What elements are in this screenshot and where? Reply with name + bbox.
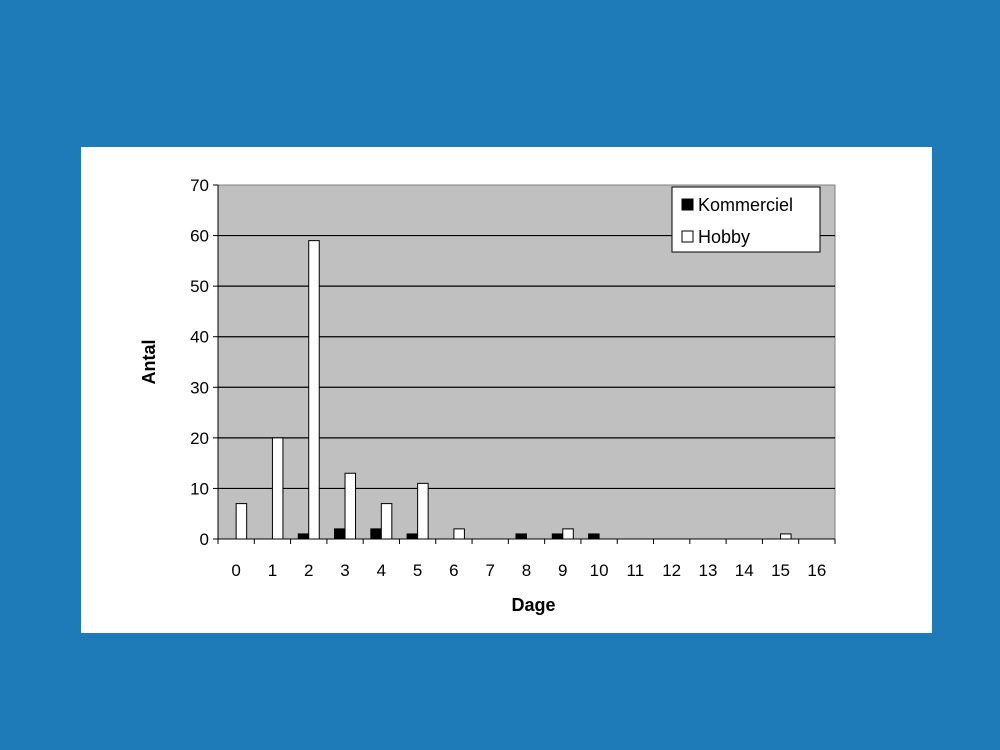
y-tick-label: 0: [200, 530, 209, 549]
x-tick-label: 13: [699, 561, 718, 580]
bar-hobby: [562, 528, 574, 540]
legend-swatch-hobby: [681, 230, 694, 243]
bar-hobby: [417, 482, 429, 540]
x-tick-label: 14: [735, 561, 754, 580]
bar-hobby: [235, 503, 248, 540]
bar-hobby: [453, 528, 465, 540]
y-tick-label: 20: [190, 429, 209, 448]
bar-kommerciel: [334, 528, 346, 540]
bar-hobby: [380, 503, 393, 540]
x-tick-label: 3: [340, 561, 349, 580]
y-tick-label: 70: [190, 176, 209, 195]
bar-kommerciel: [406, 533, 419, 540]
y-tick-label: 40: [190, 328, 209, 347]
y-tick-label: 30: [190, 378, 209, 397]
x-tick-label: 10: [590, 561, 609, 580]
x-tick-label: 1: [268, 561, 277, 580]
bar-kommerciel: [515, 533, 527, 540]
bar-hobby: [344, 472, 357, 540]
x-tick-label: 16: [807, 561, 826, 580]
legend-label-hobby: Hobby: [698, 227, 750, 247]
x-tick-label: 12: [662, 561, 681, 580]
legend: Kommerciel Hobby: [671, 186, 821, 253]
bars: [235, 240, 792, 540]
x-tick-label: 6: [449, 561, 458, 580]
y-tick-label: 60: [190, 227, 209, 246]
x-axis-title: Dage: [511, 595, 555, 615]
legend-swatch-kommerciel: [681, 198, 694, 211]
bar-hobby: [271, 437, 284, 540]
x-tick-label: 5: [413, 561, 422, 580]
bar-kommerciel: [370, 528, 382, 540]
x-tick-label: 4: [377, 561, 386, 580]
y-tick-labels: 0 10 20 30 40 50 60 70: [190, 176, 209, 549]
bar-hobby: [780, 533, 792, 540]
y-axis-title: Antal: [139, 340, 159, 385]
x-tick-label: 11: [627, 561, 645, 580]
x-tick-label: 15: [771, 561, 790, 580]
x-tick-labels: 0 1 2 3 4 5 6 7 8 9 10 11 12 13 14 15 16: [231, 561, 826, 580]
x-tick-label: 0: [231, 561, 240, 580]
axes: [213, 184, 836, 544]
x-tick-label: 2: [304, 561, 313, 580]
bar-kommerciel: [551, 533, 564, 540]
x-tick-label: 7: [485, 561, 494, 580]
legend-box: [671, 186, 821, 253]
x-tick-label: 8: [522, 561, 531, 580]
chart-panel: 0 10 20 30 40 50 60 70 0 1 2 3 4 5 6 7 8 9 10 11 12 13 14 15 16…: [81, 147, 932, 633]
x-tick-label: 9: [558, 561, 567, 580]
bar-kommerciel: [297, 533, 310, 540]
y-tick-label: 50: [190, 277, 209, 296]
legend-label-kommerciel: Kommerciel: [698, 195, 793, 215]
bar-hobby: [308, 240, 320, 540]
y-tick-label: 10: [190, 479, 209, 498]
bar-kommerciel: [588, 533, 600, 540]
